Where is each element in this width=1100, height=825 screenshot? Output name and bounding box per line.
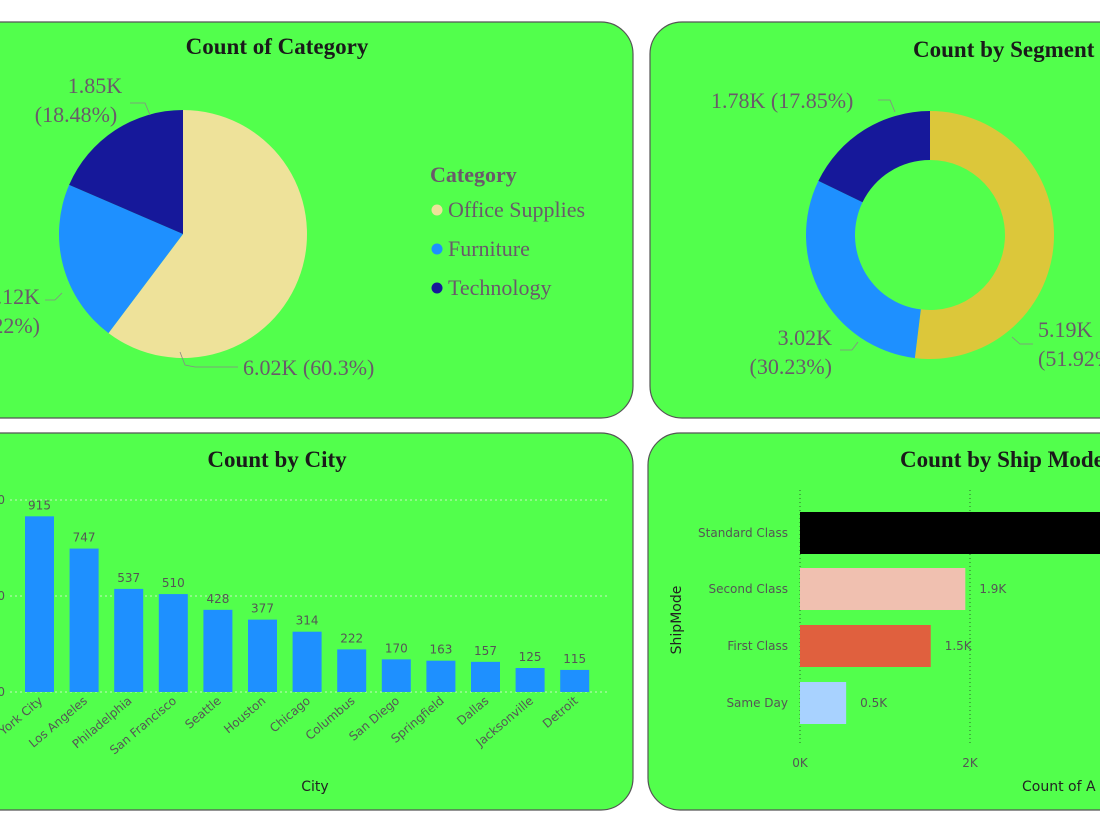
- bar-second-class[interactable]: [800, 568, 966, 610]
- slice-2[interactable]: [818, 111, 930, 203]
- pie-slices: [59, 110, 307, 358]
- slice-label-blue: 3.02K: [778, 325, 833, 350]
- data-label: 222: [340, 631, 363, 645]
- chart-title: Count by City: [207, 447, 347, 472]
- bar-same-day[interactable]: [800, 682, 847, 724]
- bar-new-york-city[interactable]: [25, 516, 54, 692]
- data-label: 428: [206, 592, 229, 606]
- bar-los-angeles[interactable]: [69, 548, 99, 692]
- legend-label: Furniture: [448, 236, 530, 261]
- leader-line: [840, 341, 859, 351]
- chart-title: Count of Category: [186, 34, 369, 59]
- bar-seattle[interactable]: [203, 609, 233, 692]
- leader-line: [130, 102, 151, 116]
- slice-1[interactable]: [59, 184, 184, 334]
- slice-0[interactable]: [914, 111, 1055, 359]
- slice-label-technology: 1.85K: [68, 73, 123, 98]
- segment-panel[interactable]: Count by Segment 1.78K (17.85%) 3.02K (3…: [649, 21, 1100, 419]
- slice-2[interactable]: [69, 110, 183, 234]
- data-label: 377: [251, 602, 274, 616]
- leader-line: [1011, 336, 1033, 345]
- data-label: 170: [385, 641, 408, 655]
- panel-background: [647, 432, 1100, 811]
- bar-chicago[interactable]: [292, 631, 322, 692]
- data-label: 125: [519, 650, 542, 664]
- x-tick-label: 0K: [792, 756, 809, 770]
- bars: Standard Class Second Class 1.9K First Clas…: [698, 512, 1100, 724]
- bar-detroit[interactable]: [560, 669, 590, 692]
- bar-first-class[interactable]: [800, 625, 931, 667]
- slice-0[interactable]: [108, 110, 307, 358]
- slice-label-furniture-pct: (21.22%): [0, 313, 40, 338]
- bar-standard-class[interactable]: [800, 512, 1100, 554]
- slice-label-blue-pct: (30.23%): [750, 354, 832, 379]
- data-label: 157: [474, 644, 497, 658]
- leader-line: [45, 292, 63, 301]
- y-tick-label: Second Class: [708, 582, 788, 596]
- panel-background: [0, 432, 634, 811]
- bar-columbus[interactable]: [337, 649, 367, 692]
- y-tick-label: 0: [0, 685, 5, 699]
- x-tick-label: 2K: [962, 756, 979, 770]
- city-panel[interactable]: Count by City 05001000 915New York City7…: [0, 432, 634, 811]
- leader-line: [179, 351, 238, 368]
- legend-item-technology[interactable]: Technology: [431, 275, 552, 300]
- y-tick-label: First Class: [727, 639, 788, 653]
- data-label: 747: [73, 531, 96, 545]
- y-tick-label: 500: [0, 589, 5, 603]
- bar-philadelphia[interactable]: [114, 588, 144, 692]
- slice-label-navy: 1.78K (17.85%): [711, 88, 853, 113]
- bar-san-francisco[interactable]: [158, 594, 188, 692]
- legend-label: Technology: [448, 275, 552, 300]
- data-label: 163: [429, 643, 452, 657]
- y-tick-label: Standard Class: [698, 526, 788, 540]
- legend-title: Category: [430, 162, 517, 187]
- data-label: 1.9K: [979, 582, 1007, 596]
- slice-label-office-supplies: 6.02K (60.3%): [243, 355, 374, 380]
- category-panel[interactable]: Count of Category 1.85K (18.48%) 2.12K (…: [0, 21, 634, 419]
- y-tick-label: Same Day: [726, 696, 788, 710]
- data-label: 0.5K: [860, 696, 888, 710]
- legend-label: Office Supplies: [448, 197, 585, 222]
- data-label: 1.5K: [945, 639, 973, 653]
- data-label: 537: [117, 571, 140, 585]
- x-axis-title: City: [301, 779, 328, 795]
- legend-marker: [431, 243, 443, 255]
- slice-label-gold-pct: (51.92%): [1038, 346, 1100, 371]
- slice-1[interactable]: [806, 180, 921, 359]
- y-tick-label: 1000: [0, 493, 5, 507]
- bar-dallas[interactable]: [471, 661, 500, 692]
- bar-san-diego[interactable]: [381, 659, 411, 692]
- data-label: 115: [563, 652, 586, 666]
- legend-marker: [431, 282, 443, 294]
- chart-title: Count by Segment: [913, 37, 1095, 62]
- x-axis-title: Count of A: [1022, 779, 1096, 795]
- donut-slices: [806, 111, 1055, 359]
- legend-item-office-supplies[interactable]: Office Supplies: [431, 197, 586, 222]
- legend-item-furniture[interactable]: Furniture: [431, 236, 530, 261]
- bar-jacksonville[interactable]: [515, 668, 545, 692]
- bar-houston[interactable]: [248, 619, 277, 692]
- leader-line: [878, 99, 896, 113]
- data-label: 314: [296, 614, 319, 628]
- data-label: 915: [28, 498, 51, 512]
- legend-marker: [431, 204, 443, 216]
- y-axis-title: ShipMode: [669, 586, 685, 655]
- bar-springfield[interactable]: [426, 660, 456, 692]
- slice-label-gold: 5.19K: [1038, 317, 1093, 342]
- slice-label-furniture: 2.12K: [0, 284, 40, 309]
- shipmode-panel[interactable]: Count by Ship Mode 0K 2K Standard Class Se…: [647, 432, 1100, 811]
- slice-label-technology-pct: (18.48%): [35, 102, 117, 127]
- data-label: 510: [162, 576, 185, 590]
- chart-title: Count by Ship Mode: [900, 447, 1100, 472]
